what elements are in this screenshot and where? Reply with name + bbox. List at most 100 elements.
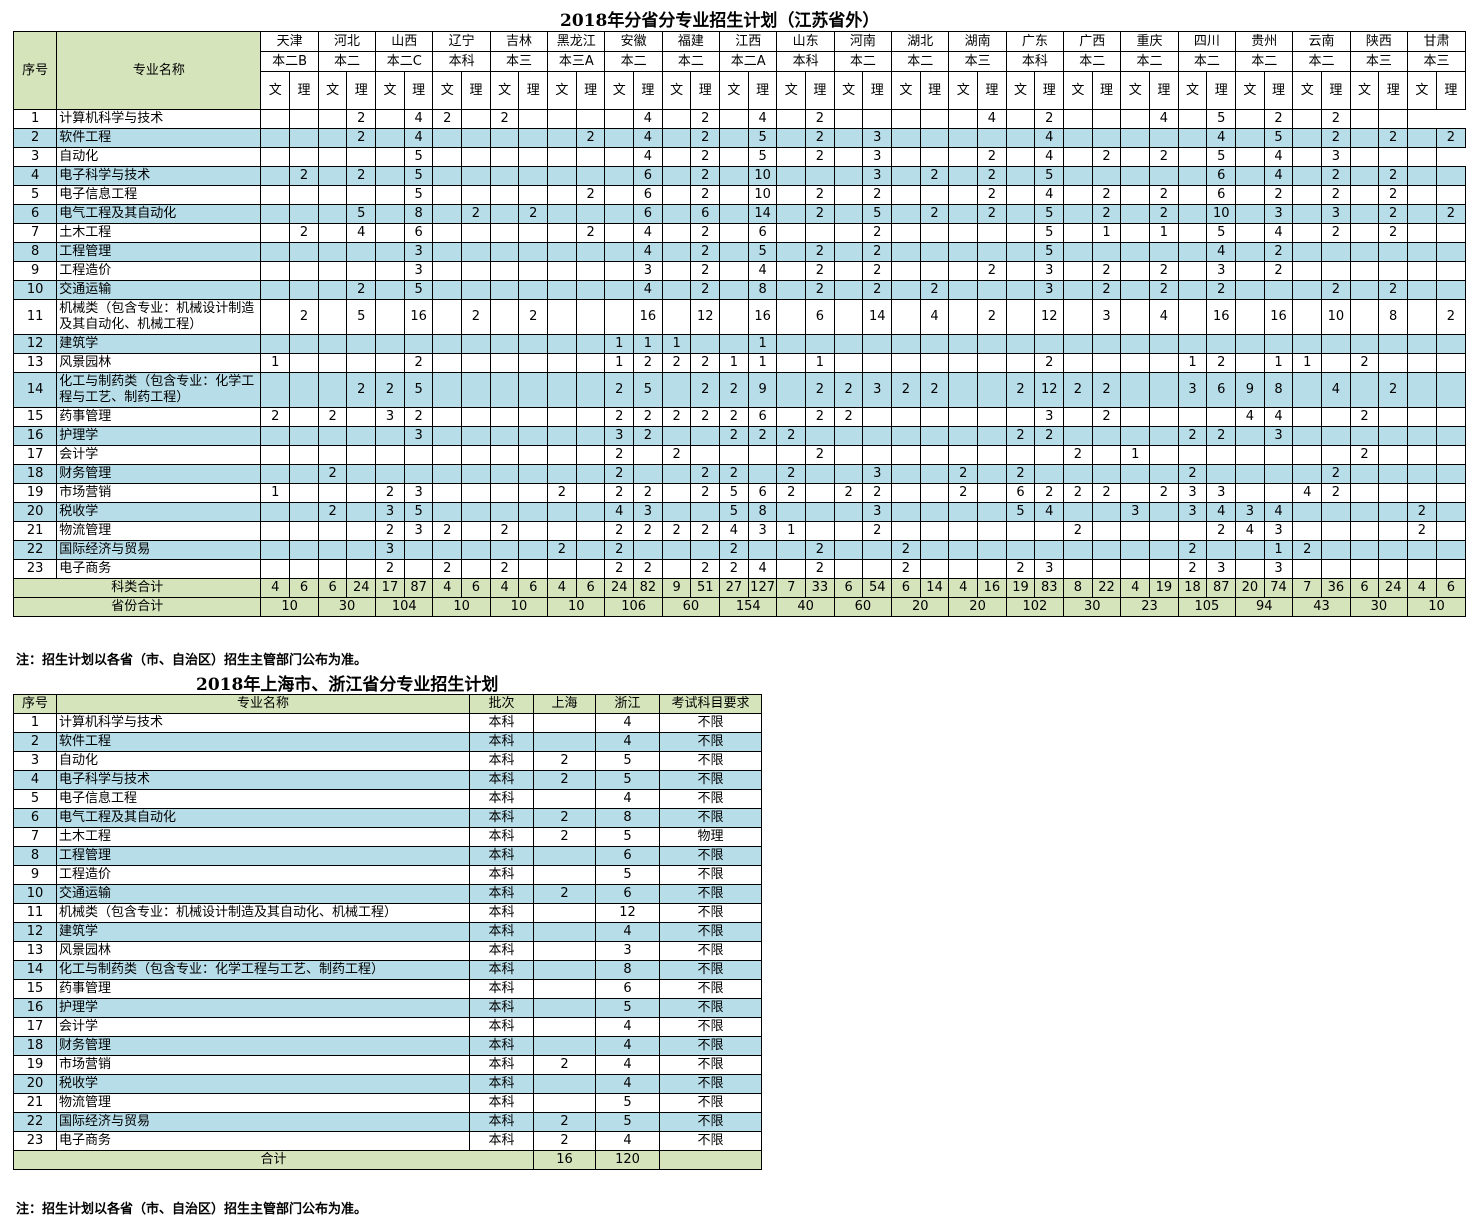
plan-cell: 2 <box>719 540 749 560</box>
row-batch: 本科 <box>469 827 534 847</box>
plan-cell <box>948 204 979 224</box>
plan-cell: 6 <box>805 299 835 335</box>
plan-cell: 2 <box>661 407 692 427</box>
plan-cell <box>1235 299 1265 335</box>
row-shanghai: 2 <box>533 770 596 790</box>
plan-cell <box>1435 280 1467 300</box>
plan-cell <box>317 372 348 408</box>
plan-cell <box>919 426 950 446</box>
row-zhejiang: 6 <box>595 884 660 904</box>
plan-cell <box>461 109 491 129</box>
plan-cell <box>690 426 721 446</box>
plan-cell: 1 <box>1149 223 1179 243</box>
plan-cell <box>1063 426 1093 446</box>
plan-cell <box>1407 204 1437 224</box>
plan-cell <box>1005 185 1036 205</box>
plan-cell <box>1177 299 1208 335</box>
plan-cell <box>289 147 319 167</box>
plan-cell <box>289 464 319 484</box>
plan-cell <box>719 147 749 167</box>
plan-cell <box>1407 223 1437 243</box>
plan-cell <box>1149 242 1179 262</box>
plan-cell <box>1235 242 1265 262</box>
plan-cell <box>891 128 921 148</box>
plan-cell <box>919 407 950 427</box>
plan-cell <box>260 166 291 186</box>
plan-cell: 2 <box>1177 559 1208 579</box>
row-seq: 8 <box>13 846 57 866</box>
plan-cell <box>1349 521 1380 541</box>
plan-cell <box>260 372 291 408</box>
row-shanghai: 2 <box>533 1055 596 1075</box>
plan-cell <box>461 353 491 373</box>
plan-cell <box>919 147 950 167</box>
row-batch: 本科 <box>469 789 534 809</box>
plan-cell <box>776 372 807 408</box>
batch-header: 本二 <box>1177 51 1237 72</box>
plan-cell <box>1120 407 1151 427</box>
plan-cell: 2 <box>633 521 663 541</box>
plan-cell: 2 <box>833 407 864 427</box>
province-total-cell: 10 <box>489 597 549 617</box>
subtotal-cell: 19 <box>1149 578 1179 598</box>
row-requirement: 不限 <box>659 770 762 790</box>
province-header-row: 序号 专业名称 天津 河北 山西 辽宁 吉林 黑龙江 安徽 福建 江西 山东 河南 湖北 湖南 广东 广西 重庆四… <box>12 31 1466 110</box>
plan-cell: 2 <box>805 445 835 465</box>
batch-header-row: 本二B 本二 本二C 本科 本三 本三A 本二 本二 本二A 本科 本二 本二 本三 本科 本二 本二 本二 本二… <box>14 51 1466 72</box>
plan-cell <box>547 242 577 262</box>
province-header: 天津 <box>260 31 319 52</box>
plan-cell <box>891 166 921 186</box>
plan-cell: 5 <box>633 372 663 408</box>
plan-cell: 1 <box>1091 223 1122 243</box>
row-major-name: 市场营销 <box>56 483 262 503</box>
plan-cell: 2 <box>805 261 835 281</box>
plan-cell <box>1235 204 1265 224</box>
plan-cell <box>518 372 549 408</box>
plan-cell <box>1407 280 1437 300</box>
plan-cell: 2 <box>1321 185 1351 205</box>
plan-cell: 3 <box>1263 204 1294 224</box>
subtotal-row: 科类合计 4 6 6 24 17 87 4 6 4 6 4 6 24 82 9 51 27 127 7 33 6 54 6 14… <box>12 578 1467 598</box>
plan-cell <box>1149 502 1179 522</box>
plan-cell <box>833 166 864 186</box>
plan-cell: 2 <box>805 407 835 427</box>
plan-cell: 2 <box>1149 204 1179 224</box>
table-row: 2 软件工程 本科 4 不限 <box>13 732 762 752</box>
plan-cell: 2 <box>289 299 319 335</box>
row-requirement: 不限 <box>659 979 762 999</box>
province-header: 广西 <box>1063 31 1122 52</box>
track-header-li: 理 <box>919 71 950 110</box>
row-major-name: 工程造价 <box>56 865 470 885</box>
plan-cell <box>862 109 893 129</box>
plan-cell <box>1435 166 1467 186</box>
plan-cell <box>1292 464 1323 484</box>
plan-cell: 1 <box>719 353 749 373</box>
plan-cell <box>1063 407 1093 427</box>
plan-cell <box>1435 483 1467 503</box>
row-batch: 本科 <box>469 1055 534 1075</box>
plan-cell: 3 <box>403 521 434 541</box>
plan-cell <box>1063 502 1093 522</box>
plan-cell <box>375 204 405 224</box>
plan-cell: 3 <box>604 426 635 446</box>
plan-cell: 4 <box>633 280 663 300</box>
row-shanghai <box>533 732 596 752</box>
plan-cell: 4 <box>604 502 635 522</box>
plan-cell <box>1292 407 1323 427</box>
plan-cell <box>518 464 549 484</box>
plan-cell <box>1321 353 1351 373</box>
subtotal-cell: 19 <box>1005 578 1036 598</box>
plan-cell: 2 <box>633 353 663 373</box>
plan-cell <box>776 502 807 522</box>
plan-cell <box>1149 334 1179 354</box>
plan-cell <box>432 445 463 465</box>
row-major-name: 自动化 <box>56 751 470 771</box>
plan-cell <box>403 559 434 579</box>
plan-cell <box>289 185 319 205</box>
plan-cell: 2 <box>1149 280 1179 300</box>
table1-title: 2018年分省分专业招生计划（江苏省外） <box>560 11 880 31</box>
row-seq: 3 <box>13 751 57 771</box>
track-header-wen: 文 <box>1005 71 1036 110</box>
plan-cell <box>260 147 291 167</box>
row-zhejiang: 4 <box>595 1131 660 1151</box>
